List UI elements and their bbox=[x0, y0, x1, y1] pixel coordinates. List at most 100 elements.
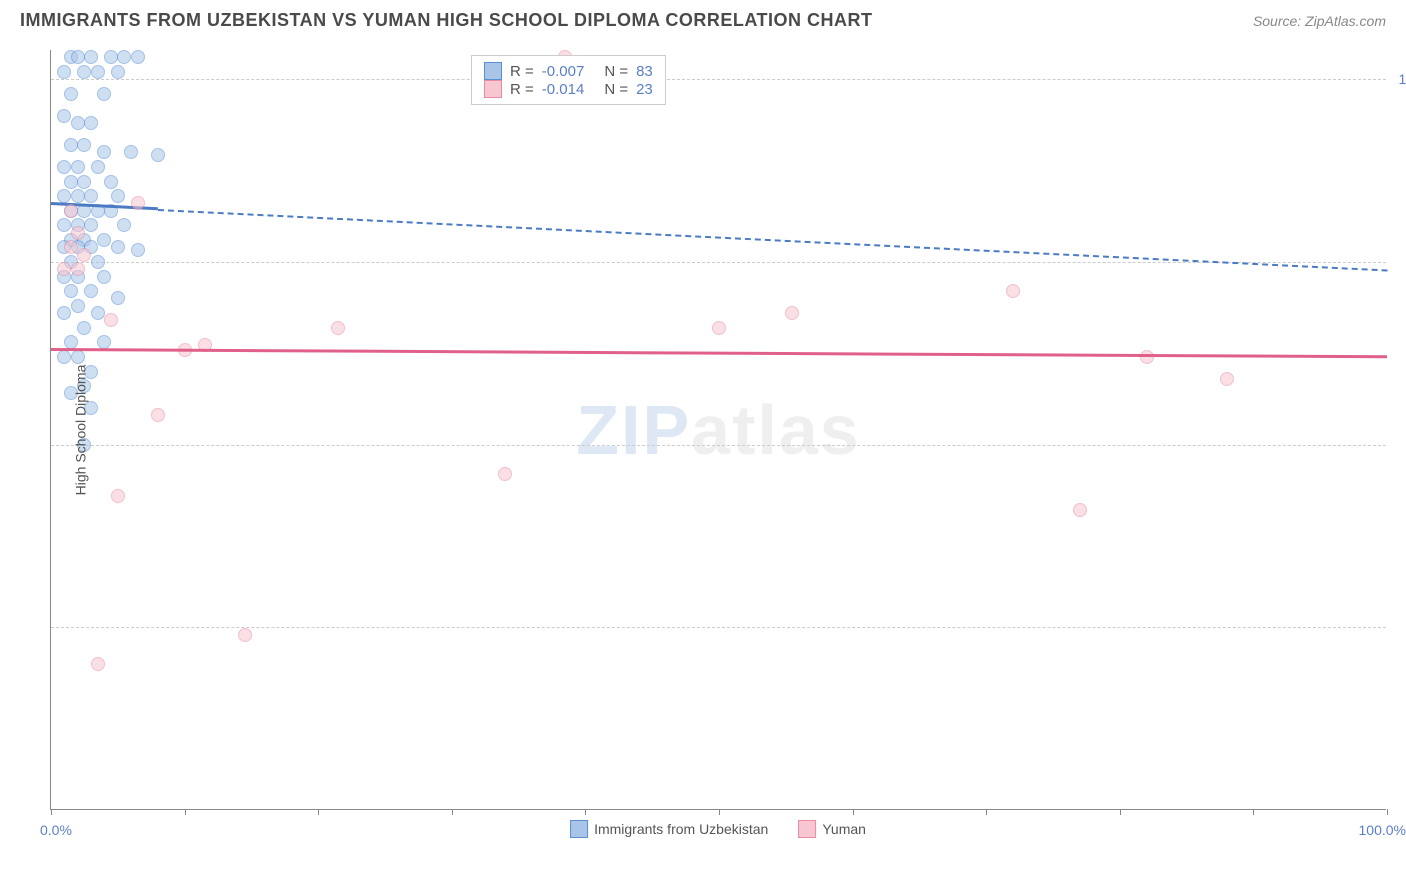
scatter-point bbox=[64, 204, 78, 218]
scatter-point bbox=[64, 284, 78, 298]
scatter-point bbox=[97, 233, 111, 247]
scatter-point bbox=[84, 189, 98, 203]
scatter-point bbox=[64, 175, 78, 189]
scatter-point bbox=[71, 50, 85, 64]
legend-n-label: N = bbox=[604, 63, 628, 80]
legend-n-value: 23 bbox=[636, 81, 653, 98]
scatter-point bbox=[1220, 372, 1234, 386]
bottom-legend: Immigrants from Uzbekistan Yuman bbox=[570, 820, 866, 838]
scatter-point bbox=[84, 218, 98, 232]
chart-source: Source: ZipAtlas.com bbox=[1253, 13, 1386, 29]
scatter-point bbox=[104, 175, 118, 189]
legend-r-label: R = bbox=[510, 63, 534, 80]
legend-label: Immigrants from Uzbekistan bbox=[594, 821, 768, 837]
plot-area: ZIPatlas 62.5%75.0%87.5%100.0%R =-0.007N… bbox=[50, 50, 1386, 810]
scatter-point bbox=[117, 218, 131, 232]
y-tick-label: 100.0% bbox=[1391, 71, 1406, 87]
x-tick bbox=[585, 809, 586, 815]
scatter-point bbox=[71, 116, 85, 130]
scatter-point bbox=[785, 306, 799, 320]
legend-label: Yuman bbox=[822, 821, 866, 837]
scatter-point bbox=[71, 226, 85, 240]
scatter-point bbox=[131, 196, 145, 210]
scatter-point bbox=[97, 335, 111, 349]
scatter-point bbox=[1073, 503, 1087, 517]
legend-n-label: N = bbox=[604, 81, 628, 98]
legend-swatch bbox=[484, 80, 502, 98]
scatter-point bbox=[71, 160, 85, 174]
scatter-point bbox=[91, 160, 105, 174]
legend-row: R = -0.014 N = 23 bbox=[484, 80, 653, 98]
x-tick bbox=[51, 809, 52, 815]
scatter-point bbox=[1006, 284, 1020, 298]
x-tick bbox=[452, 809, 453, 815]
watermark: ZIPatlas bbox=[576, 390, 860, 470]
legend-swatch bbox=[798, 820, 816, 838]
chart-container: ZIPatlas 62.5%75.0%87.5%100.0%R =-0.007N… bbox=[50, 50, 1386, 810]
trendline bbox=[51, 348, 1387, 358]
scatter-point bbox=[64, 240, 78, 254]
y-axis-label: High School Diploma bbox=[72, 365, 88, 496]
y-tick-label: 62.5% bbox=[1391, 619, 1406, 635]
x-tick bbox=[318, 809, 319, 815]
scatter-point bbox=[712, 321, 726, 335]
scatter-point bbox=[57, 218, 71, 232]
scatter-point bbox=[91, 306, 105, 320]
scatter-point bbox=[71, 189, 85, 203]
scatter-point bbox=[57, 189, 71, 203]
scatter-point bbox=[77, 175, 91, 189]
scatter-point bbox=[77, 321, 91, 335]
legend-row: R = -0.007 N = 83 bbox=[484, 62, 653, 80]
y-tick-label: 75.0% bbox=[1391, 437, 1406, 453]
legend-r-label: R = bbox=[510, 81, 534, 98]
scatter-point bbox=[124, 145, 138, 159]
scatter-point bbox=[97, 87, 111, 101]
scatter-point bbox=[71, 262, 85, 276]
scatter-point bbox=[238, 628, 252, 642]
scatter-point bbox=[97, 270, 111, 284]
scatter-point bbox=[91, 657, 105, 671]
scatter-point bbox=[91, 65, 105, 79]
x-tick bbox=[1387, 809, 1388, 815]
gridline bbox=[51, 627, 1386, 628]
bottom-legend-item: Immigrants from Uzbekistan bbox=[570, 820, 768, 838]
scatter-point bbox=[104, 313, 118, 327]
x-tick bbox=[986, 809, 987, 815]
scatter-point bbox=[111, 240, 125, 254]
scatter-point bbox=[77, 65, 91, 79]
gridline bbox=[51, 262, 1386, 263]
legend-stats: R = -0.007 N = 83 R = -0.014 N = 23 bbox=[471, 55, 666, 105]
x-tick bbox=[1253, 809, 1254, 815]
scatter-point bbox=[57, 109, 71, 123]
scatter-point bbox=[71, 299, 85, 313]
gridline bbox=[51, 445, 1386, 446]
scatter-point bbox=[57, 65, 71, 79]
scatter-point bbox=[117, 50, 131, 64]
scatter-point bbox=[111, 189, 125, 203]
scatter-point bbox=[331, 321, 345, 335]
legend-n-value: 83 bbox=[636, 63, 653, 80]
scatter-point bbox=[97, 145, 111, 159]
chart-header: IMMIGRANTS FROM UZBEKISTAN VS YUMAN HIGH… bbox=[0, 0, 1406, 36]
x-axis-max-label: 100.0% bbox=[1359, 822, 1406, 838]
scatter-point bbox=[91, 255, 105, 269]
scatter-point bbox=[111, 291, 125, 305]
scatter-point bbox=[71, 350, 85, 364]
scatter-point bbox=[498, 467, 512, 481]
scatter-point bbox=[77, 138, 91, 152]
scatter-point bbox=[111, 65, 125, 79]
scatter-point bbox=[84, 116, 98, 130]
scatter-point bbox=[57, 306, 71, 320]
scatter-point bbox=[84, 50, 98, 64]
scatter-point bbox=[151, 408, 165, 422]
scatter-point bbox=[64, 138, 78, 152]
x-tick bbox=[185, 809, 186, 815]
legend-r-value: -0.007 bbox=[542, 63, 585, 80]
scatter-point bbox=[57, 262, 71, 276]
legend-swatch bbox=[484, 62, 502, 80]
legend-r-value: -0.014 bbox=[542, 81, 585, 98]
legend-swatch bbox=[570, 820, 588, 838]
x-tick bbox=[853, 809, 854, 815]
scatter-point bbox=[57, 160, 71, 174]
scatter-point bbox=[77, 248, 91, 262]
